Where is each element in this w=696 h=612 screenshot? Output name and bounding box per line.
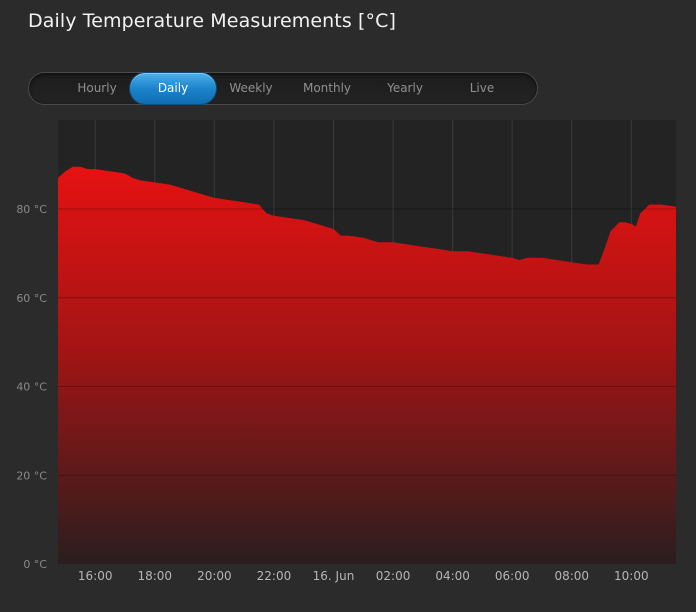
x-tick-label: 16:00	[78, 569, 113, 583]
x-tick-label: 20:00	[197, 569, 232, 583]
y-tick-label: 0 °C	[23, 558, 47, 571]
tab-daily[interactable]: Daily	[130, 73, 216, 104]
y-tick-label: 40 °C	[16, 381, 47, 394]
x-tick-label: 10:00	[614, 569, 649, 583]
y-tick-label: 20 °C	[16, 469, 47, 482]
x-tick-label: 02:00	[376, 569, 411, 583]
temperature-chart: 0 °C 20 °C 40 °C 60 °C 80 °C 16:00 18:00 20:00…	[0, 118, 696, 612]
temperature-chart-svg: 0 °C 20 °C 40 °C 60 °C 80 °C 16:00 18:00 20:00…	[16, 120, 676, 583]
x-tick-label: 18:00	[137, 569, 172, 583]
y-axis-ticks: 0 °C 20 °C 40 °C 60 °C 80 °C	[16, 203, 47, 571]
tab-weekly[interactable]: Weekly	[229, 81, 273, 95]
x-tick-label: 16. Jun	[313, 569, 355, 583]
tab-monthly[interactable]: Monthly	[302, 81, 352, 95]
tab-live[interactable]: Live	[469, 81, 495, 95]
tab-hourly[interactable]: Hourly	[77, 81, 117, 95]
x-tick-label: 06:00	[495, 569, 530, 583]
y-tick-label: 60 °C	[16, 292, 47, 305]
tab-yearly[interactable]: Yearly	[387, 81, 423, 95]
temperature-area-series	[58, 166, 676, 565]
x-tick-label: 08:00	[554, 569, 589, 583]
x-tick-label: 04:00	[435, 569, 470, 583]
x-axis-ticks: 16:00 18:00 20:00 22:00 16. Jun 02:00 04:00 06:…	[78, 569, 649, 583]
y-tick-label: 80 °C	[16, 203, 47, 216]
page-title: Daily Temperature Measurements [°C]	[28, 10, 396, 32]
period-tab-bar: Hourly Daily Weekly Monthly Yearly Live	[28, 72, 538, 105]
horizontal-gridlines	[58, 208, 676, 476]
x-tick-label: 22:00	[257, 569, 292, 583]
